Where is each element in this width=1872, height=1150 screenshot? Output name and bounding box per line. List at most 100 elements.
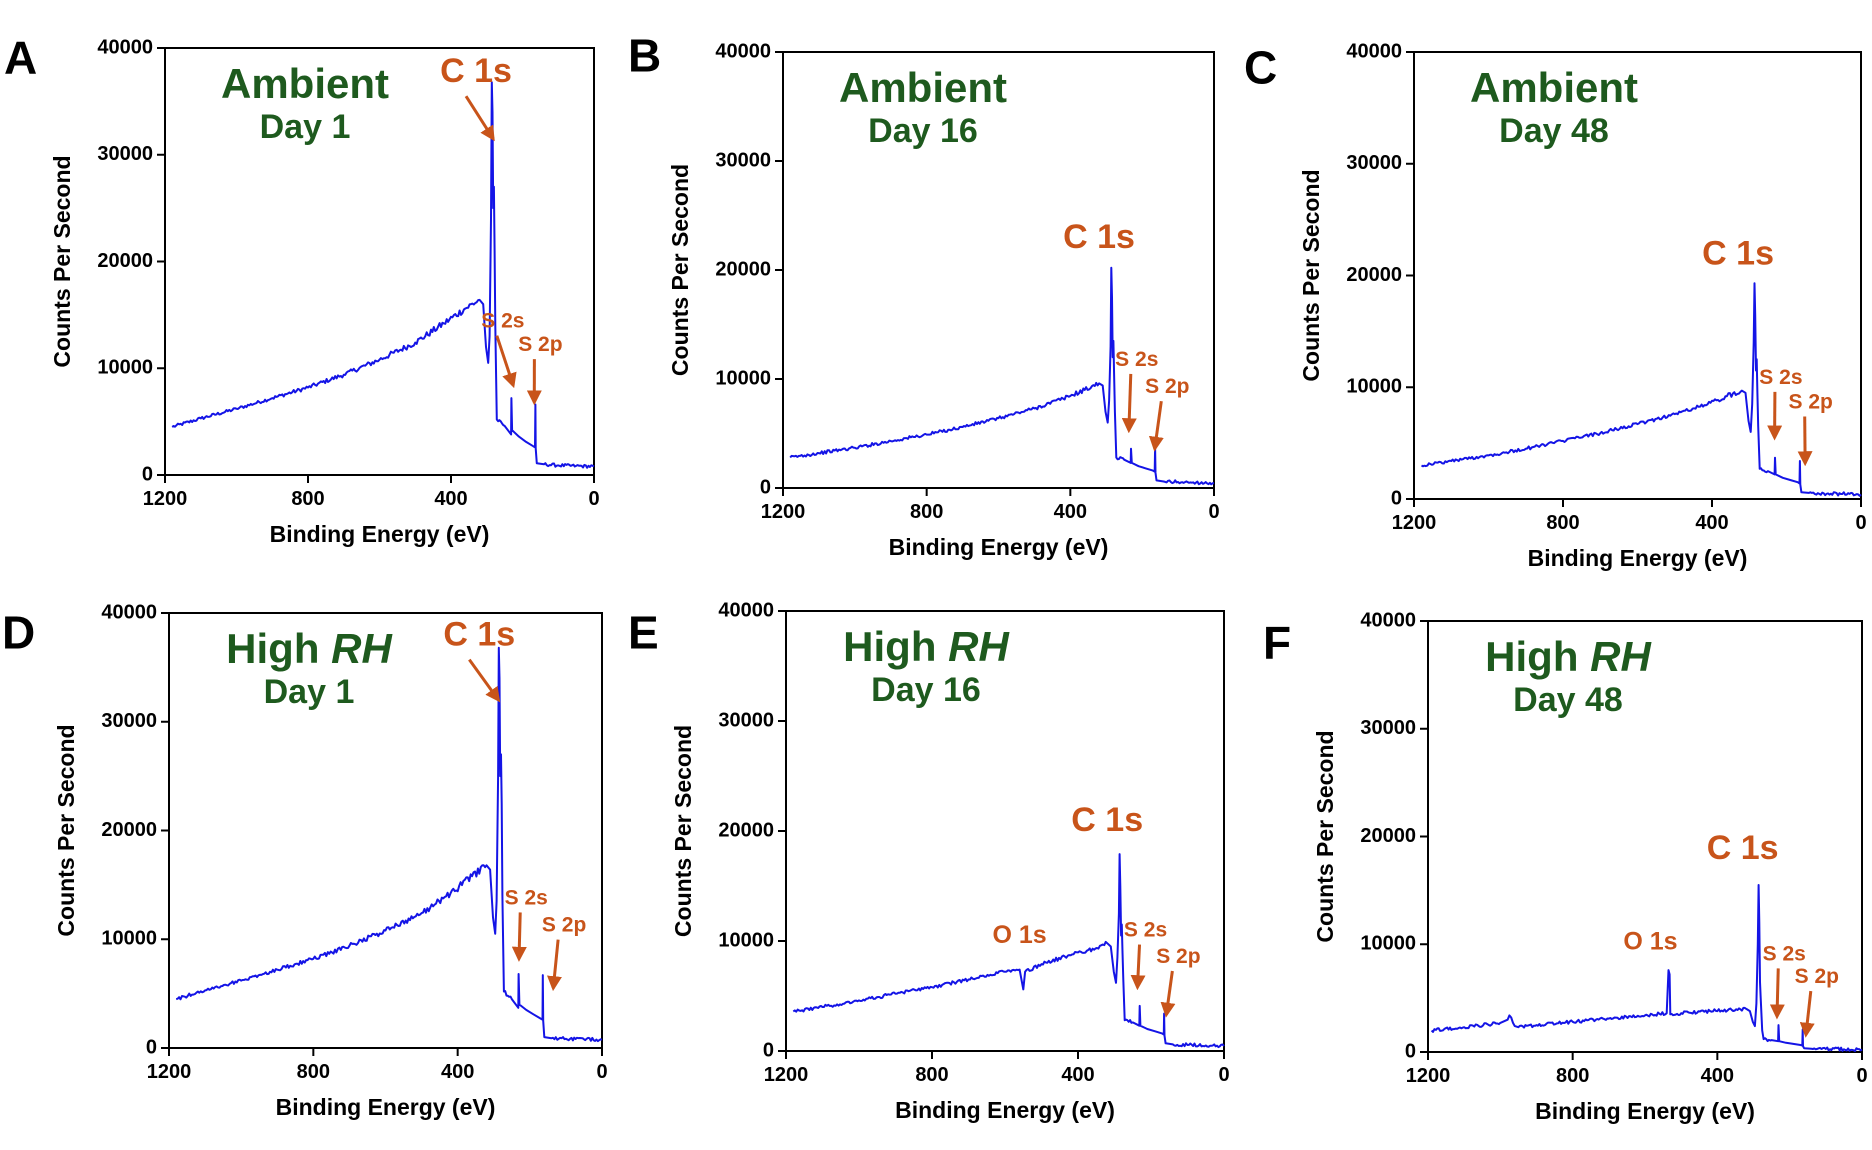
x-tick-label: 1200 — [147, 1061, 192, 1083]
x-tick-label: 800 — [291, 488, 324, 510]
panel-letter: C — [1244, 42, 1277, 94]
peak-label: S 2p — [1145, 375, 1189, 398]
peak-arrow — [1121, 373, 1137, 434]
peak-label: S 2p — [1795, 965, 1839, 988]
peak-label: C 1s — [1702, 234, 1774, 272]
condition-label: Ambient — [839, 64, 1007, 111]
y-tick-label: 10000 — [1346, 376, 1402, 398]
day-label: Day 48 — [1499, 112, 1609, 150]
spectrum-line — [1430, 884, 1863, 1052]
y-tick-label: 30000 — [101, 710, 157, 732]
y-tick-label: 40000 — [718, 599, 774, 621]
peak-arrow — [468, 658, 501, 703]
panel-letter: D — [2, 607, 35, 659]
y-tick-label: 0 — [760, 476, 771, 498]
y-tick-label: 20000 — [101, 819, 157, 841]
x-tick-label: 800 — [1546, 512, 1579, 534]
x-tick-label: 0 — [588, 488, 599, 510]
day-label: Day 48 — [1513, 681, 1623, 719]
peak-arrow — [1148, 400, 1164, 452]
y-tick-label: 20000 — [1346, 264, 1402, 286]
spectrum-panel-c: C 0 10000 20000 30000 40000 1200 800 400 0 Binding… — [1244, 40, 1867, 571]
x-tick-label: 800 — [915, 1064, 948, 1086]
y-axis-title: Counts Per Second — [1312, 730, 1338, 942]
x-axis-title: Binding Energy (eV) — [889, 534, 1109, 560]
peak-arrow — [464, 95, 495, 142]
y-tick-label: 20000 — [97, 250, 153, 272]
peak-label: S 2s — [1124, 919, 1167, 942]
day-label: Day 16 — [871, 671, 981, 709]
y-tick-label: 0 — [146, 1036, 157, 1058]
x-tick-label: 800 — [1556, 1065, 1589, 1087]
y-tick-label: 40000 — [101, 601, 157, 623]
y-tick-label: 20000 — [715, 258, 771, 280]
spectrum-line — [792, 853, 1225, 1049]
peak-arrow — [1160, 970, 1176, 1018]
spectrum-panel-a: A 0 10000 20000 30000 40000 1200 800 400 0 Binding… — [4, 32, 600, 547]
x-tick-label: 400 — [434, 488, 467, 510]
y-tick-label: 0 — [763, 1039, 774, 1061]
peak-arrow — [1130, 944, 1146, 991]
x-tick-label: 400 — [441, 1061, 474, 1083]
spectrum-panel-e: E 0 10000 20000 30000 40000 1200 800 400 0 Binding… — [628, 599, 1230, 1123]
y-tick-label: 0 — [1391, 487, 1402, 509]
peak-arrow — [1799, 990, 1815, 1038]
peak-label: S 2s — [481, 310, 524, 333]
y-tick-label: 40000 — [715, 40, 771, 62]
peak-label: S 2p — [1789, 390, 1833, 413]
y-tick-label: 30000 — [718, 709, 774, 731]
spectrum-panel-b: B 0 10000 20000 30000 40000 1200 800 400 0 Binding… — [628, 30, 1220, 560]
x-tick-label: 800 — [910, 501, 943, 523]
x-tick-label: 0 — [1856, 1065, 1867, 1087]
y-tick-label: 30000 — [1346, 152, 1402, 174]
y-tick-label: 10000 — [715, 367, 771, 389]
plot-frame — [782, 51, 1215, 489]
peak-label: S 2p — [1156, 945, 1200, 968]
y-tick-label: 40000 — [1360, 609, 1416, 631]
y-tick-label: 10000 — [718, 929, 774, 951]
y-tick-label: 10000 — [1360, 933, 1416, 955]
x-tick-label: 800 — [297, 1061, 330, 1083]
day-label: Day 1 — [264, 673, 355, 711]
x-tick-label: 1200 — [143, 488, 188, 510]
peak-label: S 2p — [518, 333, 562, 356]
x-tick-label: 0 — [1855, 512, 1866, 534]
x-tick-label: 400 — [1054, 501, 1087, 523]
x-tick-label: 1200 — [1392, 512, 1437, 534]
x-axis-title: Binding Energy (eV) — [270, 521, 490, 547]
peak-arrow — [511, 912, 527, 962]
peak-arrow — [1769, 968, 1785, 1020]
y-tick-label: 0 — [142, 463, 153, 485]
peak-label: C 1s — [440, 52, 512, 90]
y-axis-title: Counts Per Second — [667, 164, 693, 376]
x-axis-title: Binding Energy (eV) — [1535, 1098, 1755, 1124]
plot-frame — [785, 610, 1225, 1052]
peak-label: S 2s — [505, 886, 548, 909]
y-tick-label: 0 — [1405, 1040, 1416, 1062]
y-tick-label: 40000 — [1346, 40, 1402, 62]
plot-frame — [1413, 51, 1862, 500]
peak-label: S 2s — [1763, 942, 1806, 965]
day-label: Day 16 — [868, 112, 978, 150]
x-tick-label: 0 — [1218, 1064, 1229, 1086]
condition-label: High RH — [226, 625, 393, 672]
panel-letter: E — [628, 607, 659, 659]
condition-label: Ambient — [1470, 64, 1638, 111]
y-axis-title: Counts Per Second — [670, 725, 696, 937]
x-tick-label: 1200 — [761, 501, 806, 523]
peak-label: S 2s — [1115, 348, 1158, 371]
condition-label: High RH — [843, 623, 1010, 670]
y-axis-title: Counts Per Second — [49, 155, 75, 367]
x-tick-label: 0 — [1208, 501, 1219, 523]
peak-label: S 2s — [1759, 366, 1802, 389]
y-tick-label: 20000 — [1360, 825, 1416, 847]
condition-label: Ambient — [221, 60, 389, 107]
y-tick-label: 30000 — [1360, 717, 1416, 739]
peak-label: C 1s — [1071, 801, 1143, 839]
x-tick-label: 0 — [596, 1061, 607, 1083]
x-tick-label: 400 — [1061, 1064, 1094, 1086]
peak-label: C 1s — [1063, 218, 1135, 256]
peak-label: O 1s — [992, 921, 1046, 949]
spectrum-panel-d: D 0 10000 20000 30000 40000 1200 800 400 0 Binding… — [2, 601, 608, 1120]
y-tick-label: 40000 — [97, 36, 153, 58]
